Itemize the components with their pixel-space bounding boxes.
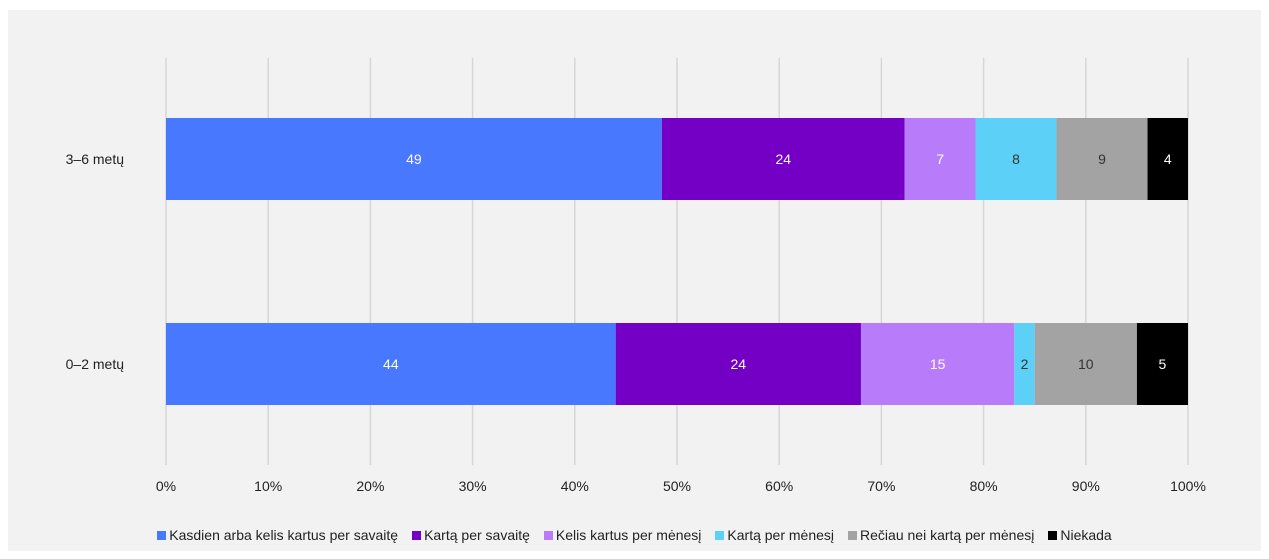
- bar-data-label: 15: [930, 356, 946, 372]
- legend-item: Rečiau nei kartą per mėnesį: [848, 527, 1034, 543]
- bar-data-label: 24: [731, 356, 747, 372]
- bar-segment: [1136, 323, 1188, 405]
- x-tick-label: 100%: [1170, 478, 1206, 494]
- legend-item: Kartą per savaitę: [412, 527, 530, 543]
- bar-data-label: 44: [383, 356, 399, 372]
- x-tick-label: 70%: [867, 478, 895, 494]
- chart-legend: Kasdien arba kelis kartus per savaitę Kar…: [0, 525, 1269, 545]
- bar-data-label: 4: [1164, 151, 1172, 167]
- bar-data-label: 9: [1098, 151, 1106, 167]
- legend-item: Kelis kartus per mėnesį: [543, 527, 702, 543]
- bar-data-label: 24: [775, 151, 791, 167]
- legend-label: Rečiau nei kartą per mėnesį: [860, 527, 1035, 543]
- legend-label: Kartą per mėnesį: [727, 527, 835, 543]
- legend-label: Kelis kartus per mėnesį: [555, 527, 702, 543]
- bar-segment: [975, 118, 1057, 200]
- legend-item: Kartą per mėnesį: [715, 527, 834, 543]
- y-category-label: 0–2 metų: [66, 356, 125, 372]
- legend-label: Niekada: [1060, 527, 1112, 543]
- legend-swatch: [157, 530, 167, 540]
- legend-item: Niekada: [1048, 527, 1112, 543]
- bar-data-label: 49: [406, 151, 422, 167]
- x-tick-label: 30%: [459, 478, 487, 494]
- chart-panel: [8, 10, 1261, 551]
- legend-swatch: [848, 530, 858, 540]
- bar-segment: [1034, 323, 1137, 405]
- bar-segment: [860, 323, 1015, 405]
- legend-label: Kartą per savaitę: [424, 527, 530, 543]
- y-category-label: 3–6 metų: [66, 151, 125, 167]
- bar-data-label: 2: [1021, 356, 1029, 372]
- legend-label: Kasdien arba kelis kartus per savaitę: [169, 527, 399, 543]
- x-tick-label: 90%: [1072, 478, 1100, 494]
- bar-data-label: 5: [1159, 356, 1167, 372]
- bar-data-label: 10: [1078, 356, 1094, 372]
- x-tick-label: 20%: [356, 478, 384, 494]
- x-tick-label: 50%: [663, 478, 691, 494]
- legend-swatch: [715, 530, 725, 540]
- x-tick-label: 10%: [254, 478, 282, 494]
- bar-segment: [1056, 118, 1148, 200]
- legend-swatch: [1048, 530, 1058, 540]
- legend-item: Kasdien arba kelis kartus per savaitę: [157, 527, 398, 543]
- bar-segment: [1147, 118, 1188, 200]
- bar-segment: [904, 118, 976, 200]
- bar-data-label: 7: [936, 151, 944, 167]
- x-tick-label: 40%: [561, 478, 589, 494]
- bar-segment: [615, 323, 861, 405]
- bar-segment: [166, 323, 616, 405]
- x-tick-label: 80%: [970, 478, 998, 494]
- bar-segment: [166, 118, 662, 200]
- legend-swatch: [412, 530, 422, 540]
- bar-segment: [1014, 323, 1035, 405]
- bar-segment: [661, 118, 905, 200]
- bar-data-label: 8: [1012, 151, 1020, 167]
- x-tick-label: 60%: [765, 478, 793, 494]
- legend-swatch: [543, 530, 553, 540]
- x-tick-label: 0%: [156, 478, 176, 494]
